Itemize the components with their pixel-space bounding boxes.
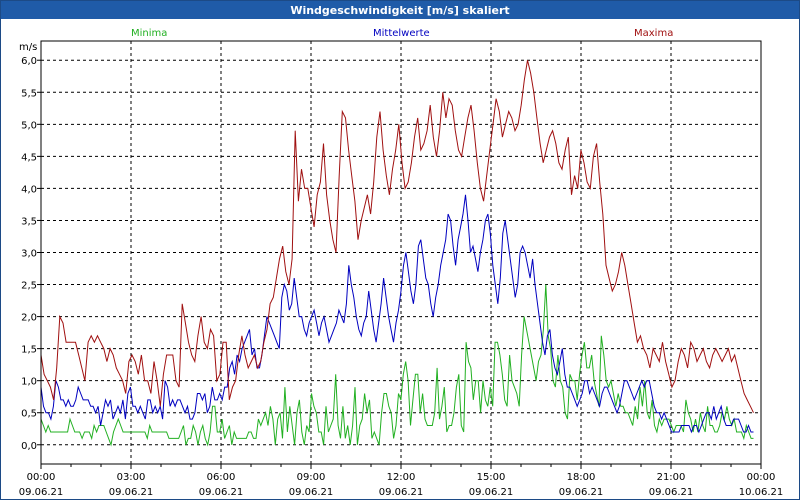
y-axis-unit: m/s — [19, 42, 37, 53]
y-tick-label: 0,0 — [21, 441, 37, 452]
legend-mittelwerte: Mittelwerte — [373, 28, 430, 39]
x-tick-date: 09.06.21 — [649, 487, 694, 498]
x-tick-time: 18:00 — [567, 472, 596, 483]
minima-line — [40, 284, 754, 447]
x-tick-time: 00:00 — [747, 472, 776, 483]
y-tick-label: 3,5 — [21, 216, 37, 227]
x-tick-date: 09.06.21 — [559, 487, 604, 498]
y-tick-label: 2,5 — [21, 281, 37, 292]
x-tick-time: 12:00 — [387, 472, 416, 483]
y-tick-label: 1,0 — [21, 377, 37, 388]
x-tick-date: 09.06.21 — [199, 487, 244, 498]
x-tick-time: 03:00 — [117, 472, 146, 483]
x-axis-ticks: 00:00 09.06.21 03:00 09.06.21 06:00 09.06.21 0… — [19, 464, 784, 498]
x-tick-date: 09.06.21 — [289, 487, 334, 498]
x-tick-time: 15:00 — [477, 472, 506, 483]
x-tick-date: 09.06.21 — [469, 487, 514, 498]
y-tick-label: 3,0 — [21, 249, 37, 260]
plot-area-border — [40, 40, 762, 465]
x-tick-date: 10.06.21 — [739, 487, 784, 498]
data-lines — [40, 60, 754, 447]
y-tick-label: 4,5 — [21, 152, 37, 163]
x-tick-time: 06:00 — [207, 472, 236, 483]
x-tick-date: 09.06.21 — [19, 487, 64, 498]
x-tick-date: 09.06.21 — [379, 487, 424, 498]
x-tick-time: 21:00 — [657, 472, 686, 483]
legend-maxima: Maxima — [634, 28, 673, 39]
x-tick-time: 00:00 — [27, 472, 56, 483]
y-axis-ticks: 0,0 0,5 1,0 1,5 2,0 2,5 3,0 3,5 4,0 4,5 5,0 5,5 6,0 — [21, 56, 41, 452]
title-bar — [1, 1, 799, 19]
maxima-line — [40, 60, 754, 413]
y-tick-label: 5,0 — [21, 120, 37, 131]
y-tick-label: 2,0 — [21, 313, 37, 324]
y-tick-label: 0,5 — [21, 409, 37, 420]
chart-title: Windgeschwindigkeit [m/s] skaliert — [290, 4, 509, 17]
y-tick-label: 6,0 — [21, 56, 37, 67]
x-tick-time: 09:00 — [297, 472, 326, 483]
mittelwerte-line — [40, 194, 754, 434]
y-tick-label: 1,5 — [21, 345, 37, 356]
x-tick-date: 09.06.21 — [109, 487, 154, 498]
y-tick-label: 5,5 — [21, 88, 37, 99]
legend-minima: Minima — [131, 28, 167, 39]
y-tick-label: 4,0 — [21, 184, 37, 195]
